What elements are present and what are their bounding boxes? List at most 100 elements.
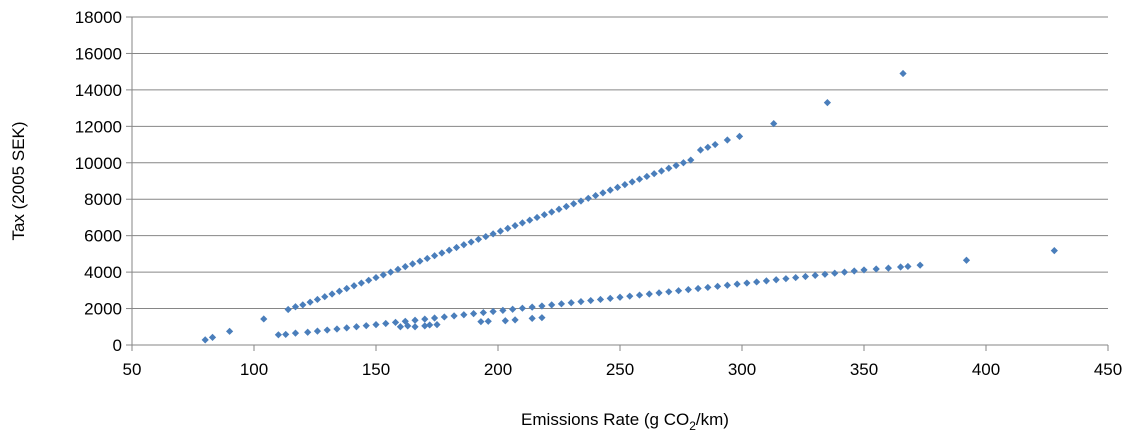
data-point <box>562 202 570 211</box>
data-point <box>299 301 307 309</box>
x-tick-label: 250 <box>606 360 634 379</box>
y-axis-title: Tax (2005 SEK) <box>9 121 28 240</box>
data-point <box>433 320 441 329</box>
data-point <box>260 315 268 323</box>
data-point <box>899 69 907 78</box>
data-point <box>743 279 751 287</box>
data-point <box>284 305 292 314</box>
data-point <box>496 227 505 235</box>
data-point <box>291 303 300 311</box>
data-point <box>801 272 810 281</box>
x-tick-labels: 50 100 150 200 250 300 350 400 450 <box>123 360 1123 379</box>
data-point <box>714 282 722 290</box>
data-point <box>282 330 290 339</box>
data-point <box>904 262 912 271</box>
y-tick-label: 6000 <box>84 227 122 246</box>
data-point <box>526 216 534 224</box>
data-point <box>577 298 585 306</box>
data-point <box>343 324 351 332</box>
data-point <box>304 328 312 336</box>
data-point <box>394 265 402 273</box>
data-point <box>484 317 492 325</box>
data-point <box>201 336 209 344</box>
data-point <box>421 322 429 330</box>
data-point <box>489 230 497 238</box>
data-point <box>411 316 419 324</box>
data-point <box>704 143 712 151</box>
data-point <box>467 238 475 246</box>
data-point <box>479 308 487 317</box>
data-point <box>850 267 858 275</box>
data-point <box>555 205 563 213</box>
data-point <box>696 146 705 154</box>
data-point <box>482 232 490 241</box>
x-tick-label: 400 <box>972 360 1000 379</box>
y-tick-label: 4000 <box>84 263 122 282</box>
data-point <box>387 268 395 276</box>
data-point <box>533 213 541 222</box>
data-point <box>872 265 880 273</box>
data-point <box>770 120 778 128</box>
data-point <box>343 284 351 293</box>
data-point <box>460 241 468 249</box>
data-point <box>362 322 370 330</box>
data-point <box>679 159 688 167</box>
x-axis-title-subscript: 2 <box>689 419 696 433</box>
data-point <box>328 290 336 298</box>
data-point <box>372 273 380 282</box>
data-point <box>411 323 419 331</box>
data-point <box>567 299 575 307</box>
data-point <box>452 243 461 252</box>
data-point <box>548 208 556 216</box>
data-point <box>365 276 373 284</box>
data-point <box>772 276 780 284</box>
x-tick-label: 50 <box>123 360 142 379</box>
data-point <box>460 311 468 319</box>
data-point <box>621 181 629 189</box>
data-point <box>208 333 217 341</box>
data-point <box>704 283 712 292</box>
data-point <box>511 316 519 324</box>
data-point <box>650 170 658 178</box>
data-point <box>655 289 663 297</box>
data-point <box>577 197 585 205</box>
data-point <box>350 282 358 290</box>
data-point <box>372 320 380 329</box>
data-point <box>548 301 556 309</box>
data-point <box>538 314 546 322</box>
data-point <box>657 167 666 175</box>
data-point <box>665 288 673 296</box>
data-point <box>674 287 683 295</box>
data-point <box>401 263 409 271</box>
x-tick-label: 300 <box>728 360 756 379</box>
data-point <box>635 291 644 299</box>
data-point <box>823 99 831 107</box>
data-point <box>672 161 680 170</box>
y-tick-label: 2000 <box>84 300 122 319</box>
data-point <box>404 322 412 330</box>
data-point <box>440 313 448 321</box>
y-tick-label: 14000 <box>75 81 122 100</box>
data-point <box>409 260 417 268</box>
data-point <box>592 191 600 200</box>
data-point <box>628 178 636 186</box>
data-point <box>382 319 390 328</box>
data-point <box>538 302 546 310</box>
data-point <box>587 296 595 305</box>
data-point <box>860 266 868 274</box>
data-point <box>528 314 536 322</box>
data-point <box>596 295 605 304</box>
y-tick-labels: 0 2000 4000 6000 8000 10000 12000 14000 16000 180… <box>75 8 122 355</box>
data-point <box>499 306 507 314</box>
data-point <box>884 264 892 272</box>
data-point <box>226 327 234 335</box>
data-point <box>489 307 497 316</box>
data-point <box>840 268 849 276</box>
x-axis-title-tail: /km) <box>696 410 729 429</box>
data-point <box>831 269 839 277</box>
data-point <box>321 293 329 301</box>
data-point <box>792 273 800 282</box>
data-point <box>474 235 483 243</box>
axes <box>126 16 1109 351</box>
data-point <box>274 331 282 339</box>
